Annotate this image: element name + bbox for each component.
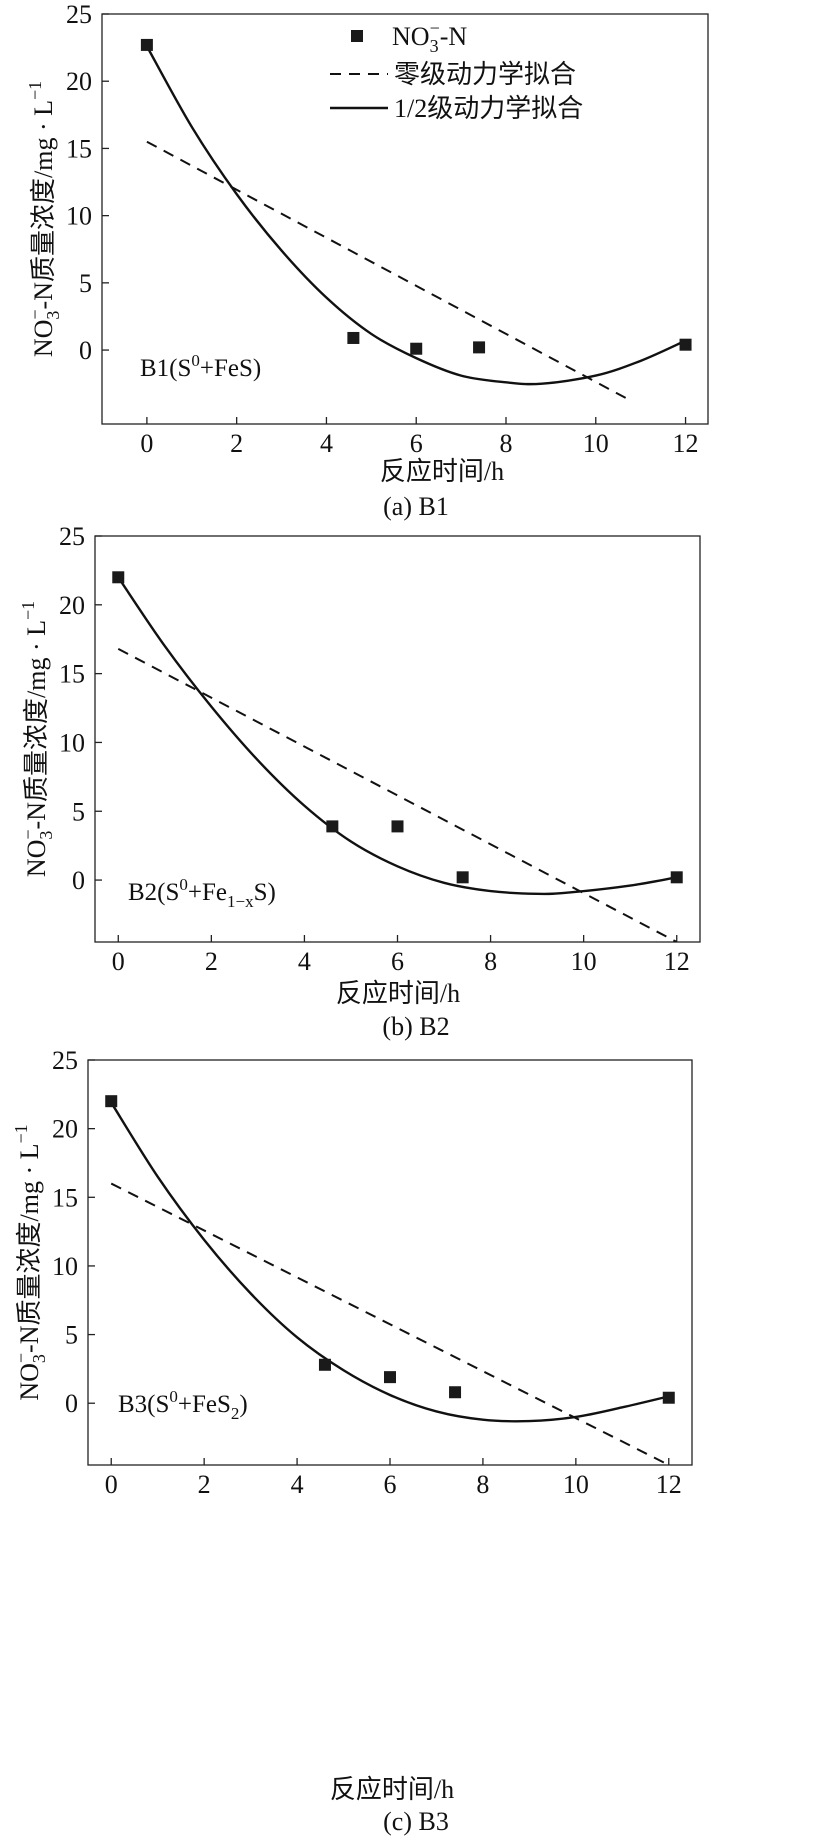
y-tick-label: 25 xyxy=(59,522,85,551)
legend-label-zero-order: 零级动力学拟合 xyxy=(394,60,576,89)
data-point xyxy=(347,331,360,344)
data-point xyxy=(670,871,683,884)
panel-caption: (a) B1 xyxy=(383,492,449,521)
y-tick-label: 0 xyxy=(65,1389,78,1418)
half-order-fit-curve xyxy=(145,45,687,386)
panel-c: 0 2 4 6 8 10 12 0 5 10 15 20 25 反应时间/h NO3−-N质量浓度/mg ·… xyxy=(11,1046,693,1836)
x-tick-label: 0 xyxy=(112,947,125,976)
data-point xyxy=(140,38,153,51)
plot-frame xyxy=(101,13,709,425)
data-point xyxy=(384,1371,396,1384)
data-point xyxy=(662,1391,675,1404)
y-tick-label: 20 xyxy=(52,1115,78,1144)
x-tick-label: 6 xyxy=(391,947,404,976)
x-axis-title: 反应时间/h xyxy=(330,1775,454,1804)
zero-order-fit-line xyxy=(146,140,633,403)
data-point xyxy=(473,341,486,354)
x-tick-label: 8 xyxy=(476,1470,489,1499)
data-point xyxy=(410,342,423,355)
x-tick-label: 12 xyxy=(673,429,699,458)
data-point xyxy=(112,571,125,584)
data-point xyxy=(449,1386,462,1399)
half-order-fit-curve xyxy=(110,1101,670,1423)
data-point xyxy=(326,820,339,833)
panel-a: 0 2 4 6 8 10 12 0 5 10 15 20 25 反应时间/h NO3−-N质量浓度/mg ·… xyxy=(25,0,709,521)
half-order-fit-curve xyxy=(117,576,677,896)
y-axis-title: NO3−-N质量浓度/mg · L−1 xyxy=(11,1124,49,1400)
x-tick-label: 10 xyxy=(583,429,609,458)
x-tick-label: 8 xyxy=(484,947,497,976)
y-tick-label: 15 xyxy=(66,134,92,163)
y-tick-label: 0 xyxy=(72,866,85,895)
x-tick-label: 10 xyxy=(571,947,597,976)
x-tick-label: 2 xyxy=(198,1470,211,1499)
data-point xyxy=(318,1358,331,1371)
data-point xyxy=(105,1095,118,1108)
y-axis-title: NO3−-N质量浓度/mg · L−1 xyxy=(18,601,56,877)
x-tick-label: 4 xyxy=(320,429,333,458)
x-tick-label: 12 xyxy=(656,1470,682,1499)
panel-caption: (b) B2 xyxy=(382,1012,449,1041)
zero-order-fit-line xyxy=(117,647,678,942)
legend-label-points: NO3−-N xyxy=(392,18,467,56)
y-tick-label: 5 xyxy=(72,797,85,826)
legend: NO3−-N 零级动力学拟合 1/2级动力学拟合 xyxy=(330,18,583,123)
x-tick-label: 2 xyxy=(230,429,243,458)
x-tick-label: 6 xyxy=(384,1470,397,1499)
y-tick-label: 10 xyxy=(59,728,85,757)
panel-annotation: B2(S0+Fe1−xS) xyxy=(128,875,276,911)
y-tick-label: 10 xyxy=(66,202,92,231)
y-tick-label: 0 xyxy=(79,336,92,365)
zero-order-fit-line xyxy=(110,1182,670,1465)
y-tick-label: 15 xyxy=(52,1183,78,1212)
data-point xyxy=(391,820,404,833)
y-tick-label: 10 xyxy=(52,1252,78,1281)
x-tick-label: 0 xyxy=(140,429,153,458)
data-point xyxy=(456,871,469,884)
x-tick-label: 2 xyxy=(205,947,218,976)
y-tick-label: 5 xyxy=(79,269,92,298)
panel-annotation: B1(S0+FeS) xyxy=(140,351,261,382)
x-tick-label: 8 xyxy=(500,429,513,458)
legend-marker-square xyxy=(351,30,363,42)
y-tick-label: 20 xyxy=(66,67,92,96)
x-tick-label: 10 xyxy=(563,1470,589,1499)
panel-caption: (c) B3 xyxy=(383,1807,449,1836)
y-tick-label: 15 xyxy=(59,660,85,689)
x-axis-title: 反应时间/h xyxy=(380,457,504,486)
x-tick-label: 6 xyxy=(410,429,423,458)
panel-b: 0 2 4 6 8 10 12 0 5 10 15 20 25 反应时间/h NO3−-N质量浓度/mg ·… xyxy=(18,522,701,1041)
plot-area xyxy=(117,576,678,942)
y-tick-label: 25 xyxy=(66,0,92,29)
plot-area xyxy=(110,1101,670,1465)
x-axis-title: 反应时间/h xyxy=(336,979,460,1008)
y-axis-title: NO3−-N质量浓度/mg · L−1 xyxy=(25,81,63,357)
x-tick-label: 0 xyxy=(105,1470,118,1499)
legend-label-half-order: 1/2级动力学拟合 xyxy=(394,94,583,123)
y-tick-label: 25 xyxy=(52,1046,78,1075)
y-tick-label: 20 xyxy=(59,591,85,620)
plot-area xyxy=(145,45,687,403)
x-tick-label: 4 xyxy=(291,1470,304,1499)
panel-annotation: B3(S0+FeS2) xyxy=(118,1387,248,1423)
y-tick-label: 5 xyxy=(65,1321,78,1350)
x-tick-label: 4 xyxy=(298,947,311,976)
data-point xyxy=(679,338,692,351)
x-tick-label: 12 xyxy=(664,947,690,976)
